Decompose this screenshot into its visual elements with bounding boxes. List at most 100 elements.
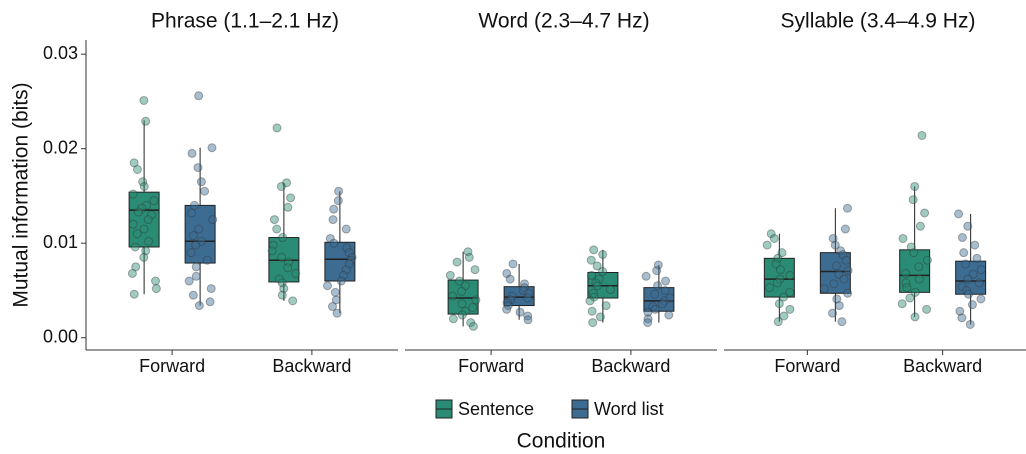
point	[336, 276, 346, 286]
point	[468, 321, 478, 331]
box	[503, 286, 535, 307]
y-tick-label: 0.03	[43, 43, 78, 63]
point	[131, 262, 141, 272]
point	[764, 283, 774, 293]
point	[457, 299, 467, 309]
point	[785, 304, 795, 314]
point	[503, 301, 513, 311]
point	[282, 178, 292, 188]
point	[922, 255, 932, 265]
point	[963, 289, 973, 299]
point	[502, 304, 512, 314]
point	[594, 274, 604, 284]
point	[454, 276, 464, 286]
point	[325, 233, 335, 243]
point	[208, 215, 218, 225]
point	[965, 319, 975, 329]
point	[836, 246, 846, 256]
point	[834, 269, 844, 279]
point	[837, 317, 847, 327]
y-tick-label: 0.00	[43, 326, 78, 346]
point	[139, 95, 149, 105]
point	[445, 270, 455, 280]
point	[344, 259, 354, 269]
point	[771, 259, 781, 269]
point	[149, 196, 159, 206]
point	[196, 236, 206, 246]
point	[665, 293, 675, 303]
point	[272, 224, 282, 234]
point	[843, 288, 853, 298]
point	[194, 91, 204, 101]
point	[460, 281, 470, 291]
point	[898, 233, 908, 243]
point	[587, 306, 597, 316]
point	[269, 215, 279, 225]
point	[151, 284, 161, 294]
point	[957, 233, 967, 243]
point	[963, 221, 973, 231]
point	[279, 284, 289, 294]
point	[347, 252, 357, 262]
point	[196, 177, 206, 187]
point	[186, 248, 196, 258]
x-tick-label: Forward	[139, 356, 205, 376]
point	[505, 274, 515, 284]
point	[963, 274, 973, 284]
point	[968, 269, 978, 279]
point	[278, 233, 288, 243]
point	[518, 285, 528, 295]
point	[841, 255, 851, 265]
point	[954, 209, 964, 219]
point	[207, 143, 217, 153]
point	[920, 208, 930, 218]
point	[967, 300, 977, 310]
point	[205, 297, 215, 307]
point	[200, 186, 210, 196]
point	[184, 276, 194, 286]
point	[447, 291, 457, 301]
box	[324, 241, 356, 282]
point	[502, 298, 512, 308]
point	[277, 278, 287, 288]
point	[908, 195, 918, 205]
point	[585, 296, 595, 306]
point	[605, 285, 615, 295]
point	[515, 307, 525, 317]
point	[777, 248, 787, 258]
point	[840, 224, 850, 234]
point	[342, 243, 352, 253]
point	[333, 196, 343, 206]
point	[842, 203, 852, 213]
point	[957, 313, 967, 323]
y-tick-label: 0.02	[43, 137, 78, 157]
point	[914, 262, 924, 272]
point	[329, 204, 339, 214]
point	[341, 265, 351, 275]
point	[959, 248, 969, 258]
point	[974, 278, 984, 288]
point	[291, 268, 301, 278]
point	[346, 255, 356, 265]
point	[187, 148, 197, 158]
point	[470, 265, 480, 275]
point	[955, 306, 965, 316]
point	[283, 263, 293, 273]
point	[189, 200, 199, 210]
point	[457, 310, 467, 320]
point	[601, 301, 611, 311]
point	[905, 293, 915, 303]
point	[523, 311, 533, 321]
point	[194, 224, 204, 234]
point	[589, 292, 599, 302]
point	[330, 287, 340, 297]
point	[505, 295, 515, 305]
x-tick-label: Backward	[272, 356, 351, 376]
point	[141, 200, 151, 210]
box	[184, 204, 216, 264]
x-tick-label: Forward	[458, 356, 524, 376]
point	[139, 224, 149, 234]
point	[519, 279, 529, 289]
point	[779, 311, 789, 321]
